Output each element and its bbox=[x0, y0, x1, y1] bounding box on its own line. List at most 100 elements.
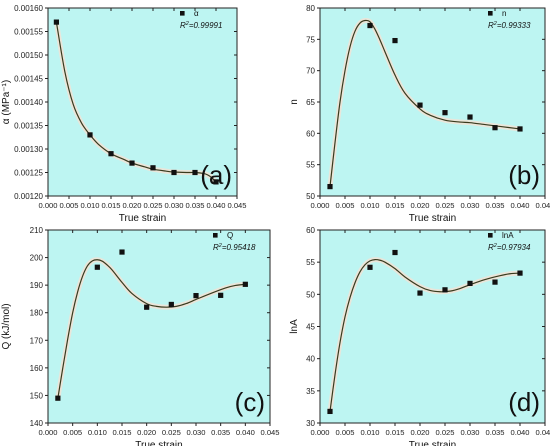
x-tick-label: 0.005 bbox=[335, 428, 354, 437]
panel-label: (a) bbox=[200, 160, 232, 190]
y-tick-label: 0.00120 bbox=[14, 192, 43, 201]
y-tick-label: 65 bbox=[306, 98, 315, 107]
y-tick-label: 60 bbox=[306, 129, 315, 138]
data-point bbox=[53, 19, 59, 25]
x-tick-label: 0.015 bbox=[385, 428, 404, 437]
chart-panel-3: 0.000 0.005 0.010 0.015 0.020 0.025 0.030 0.035… bbox=[1, 226, 280, 446]
chart-panel-4: 0.000 0.005 0.010 0.015 0.020 0.025 0.030 0.035… bbox=[289, 226, 550, 446]
y-tick-label: 210 bbox=[30, 226, 44, 235]
y-axis-title: α (MPa⁻¹) bbox=[1, 80, 12, 124]
plot-background bbox=[320, 8, 545, 196]
r2-superscript: 2 bbox=[185, 21, 189, 27]
x-tick-label: 0.005 bbox=[59, 201, 78, 210]
panel-label: (d) bbox=[508, 387, 540, 417]
legend-label: Q bbox=[227, 231, 233, 240]
fit-curve bbox=[55, 21, 217, 183]
y-tick-label: 50 bbox=[306, 192, 315, 201]
r2-value: =0.97934 bbox=[497, 243, 531, 252]
x-tick-label: 0.015 bbox=[385, 201, 404, 210]
legend-marker bbox=[488, 11, 493, 16]
y-tick-label: 140 bbox=[30, 419, 44, 428]
legend-r2: R2=0.97934 bbox=[488, 243, 531, 252]
data-point bbox=[327, 408, 333, 415]
y-tick-label: 0.00125 bbox=[14, 169, 43, 178]
y-tick-label: 180 bbox=[30, 309, 44, 318]
y-axis-title: n bbox=[289, 99, 300, 105]
data-point bbox=[492, 125, 498, 131]
data-point bbox=[150, 165, 156, 171]
data-point bbox=[171, 169, 177, 176]
x-tick-label: 0.035 bbox=[485, 428, 504, 437]
x-tick-label: 0.020 bbox=[122, 201, 141, 210]
x-tick-label: 0.015 bbox=[101, 201, 120, 210]
legend-label: n bbox=[502, 9, 506, 18]
x-tick-label: 0.035 bbox=[211, 428, 230, 437]
legend-r2: R2=0.99333 bbox=[488, 21, 531, 30]
y-tick-label: 80 bbox=[306, 4, 315, 13]
x-tick-label: 0.030 bbox=[460, 201, 479, 210]
y-tick-label: 75 bbox=[306, 35, 315, 44]
y-tick-label: 70 bbox=[306, 67, 315, 76]
x-tick-label: 0.030 bbox=[164, 201, 183, 210]
data-point bbox=[242, 281, 248, 287]
y-tick-label: 170 bbox=[30, 336, 44, 345]
legend-marker bbox=[213, 233, 218, 238]
plot-background bbox=[48, 230, 270, 423]
r2-superscript: 2 bbox=[493, 243, 497, 249]
fit-curve bbox=[329, 19, 521, 187]
y-tick-label: 0.00130 bbox=[14, 145, 43, 154]
x-tick-label: 0.040 bbox=[236, 428, 255, 437]
x-tick-label: 0.035 bbox=[185, 201, 204, 210]
x-tick-label: 0.000 bbox=[38, 201, 57, 210]
data-point bbox=[442, 287, 448, 293]
data-point bbox=[367, 22, 373, 29]
x-tick-label: 0.010 bbox=[360, 428, 379, 437]
y-tick-label: 45 bbox=[306, 323, 315, 332]
y-axis-title: Q (kJ/mol) bbox=[1, 303, 12, 349]
data-point bbox=[392, 249, 398, 256]
x-tick-label: 0.025 bbox=[435, 201, 454, 210]
y-tick-label: 0.00150 bbox=[14, 51, 43, 60]
data-point bbox=[467, 114, 473, 120]
x-tick-label: 0.040 bbox=[510, 201, 529, 210]
plot-frame bbox=[47, 229, 271, 424]
r2-superscript: 2 bbox=[218, 243, 222, 249]
y-tick-label: 50 bbox=[306, 290, 315, 299]
y-tick-label: 35 bbox=[306, 387, 315, 396]
data-point bbox=[119, 249, 125, 255]
x-tick-label: 0.025 bbox=[162, 428, 181, 437]
panel-label: (c) bbox=[235, 387, 265, 417]
chart-panel-2: 0.000 0.005 0.010 0.015 0.020 0.025 0.030 0.035… bbox=[289, 4, 550, 224]
r2-symbol: R bbox=[488, 243, 494, 252]
y-tick-label: 40 bbox=[306, 355, 315, 364]
data-point bbox=[108, 151, 114, 157]
y-tick-label: 55 bbox=[306, 258, 315, 267]
x-axis-title: True strain bbox=[409, 213, 456, 224]
x-tick-label: 0.000 bbox=[310, 201, 329, 210]
legend-label: lnA bbox=[502, 231, 514, 240]
x-tick-label: 0.020 bbox=[410, 201, 429, 210]
x-tick-label: 0.000 bbox=[38, 428, 57, 437]
x-tick-label: 0.025 bbox=[435, 428, 454, 437]
x-axis-title: True strain bbox=[119, 213, 166, 224]
data-point bbox=[87, 132, 93, 138]
y-tick-label: 0.00140 bbox=[14, 98, 43, 107]
r2-symbol: R bbox=[180, 21, 186, 30]
r2-value: =0.99333 bbox=[497, 21, 531, 30]
r2-value: =0.99991 bbox=[189, 21, 223, 30]
y-tick-label: 60 bbox=[306, 226, 315, 235]
legend-r2: R2=0.95418 bbox=[213, 243, 256, 252]
data-point bbox=[144, 304, 150, 310]
x-tick-label: 0.010 bbox=[80, 201, 99, 210]
y-tick-label: 30 bbox=[306, 419, 315, 428]
data-point bbox=[55, 395, 61, 401]
y-tick-label: 160 bbox=[30, 364, 44, 373]
data-point bbox=[327, 184, 333, 190]
y-tick-label: 0.00145 bbox=[14, 75, 43, 84]
data-point bbox=[94, 264, 100, 270]
y-axis-title: lnA bbox=[289, 319, 300, 334]
x-tick-label: 0.035 bbox=[485, 201, 504, 210]
x-tick-label: 0.040 bbox=[510, 428, 529, 437]
y-tick-label: 55 bbox=[306, 161, 315, 170]
r2-superscript: 2 bbox=[493, 21, 497, 27]
